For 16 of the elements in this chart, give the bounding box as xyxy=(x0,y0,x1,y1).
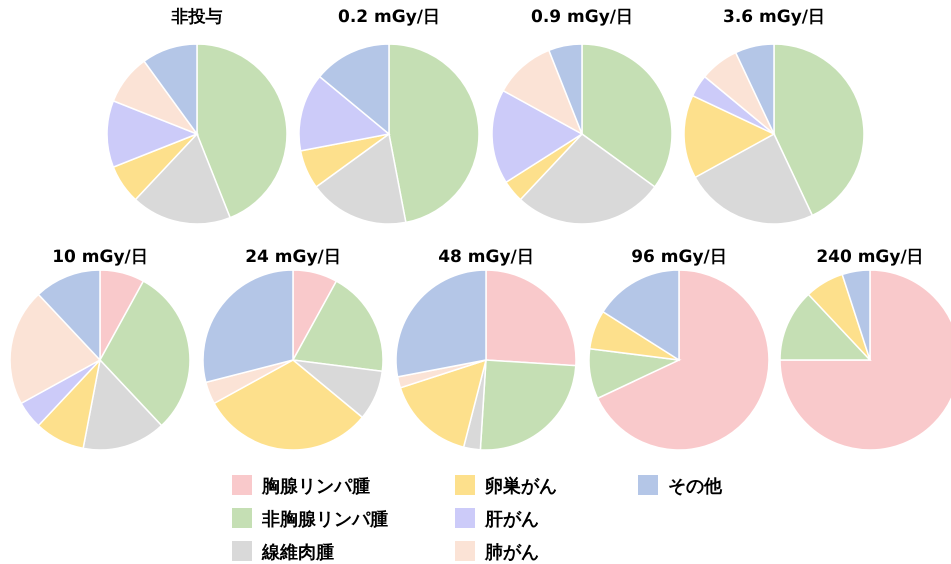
slice-label: 48 mGy/日 xyxy=(438,247,534,267)
legend-label: 肝がん xyxy=(484,509,539,530)
legend-label: 線維肉腫 xyxy=(261,542,334,563)
legend-label: その他 xyxy=(668,476,723,497)
slice-label: 96 mGy/日 xyxy=(631,247,727,267)
slice-label: 0.9 mGy/日 xyxy=(531,7,633,27)
legend-label: 非胸腺リンパ腫 xyxy=(261,509,388,530)
slice-label: 3.6 mGy/日 xyxy=(723,7,825,27)
slice-label: 240 mGy/日 xyxy=(816,247,924,267)
legend-label: 肺がん xyxy=(484,542,539,563)
slice-label: 24 mGy/日 xyxy=(245,247,341,267)
slice-label: 非投与 xyxy=(170,7,222,27)
legend-label: 胸腺リンパ腫 xyxy=(261,476,370,497)
slice-label: 10 mGy/日 xyxy=(52,247,148,267)
slice-label: 0.2 mGy/日 xyxy=(338,7,440,27)
legend-label: 卵巣がん xyxy=(484,476,557,497)
